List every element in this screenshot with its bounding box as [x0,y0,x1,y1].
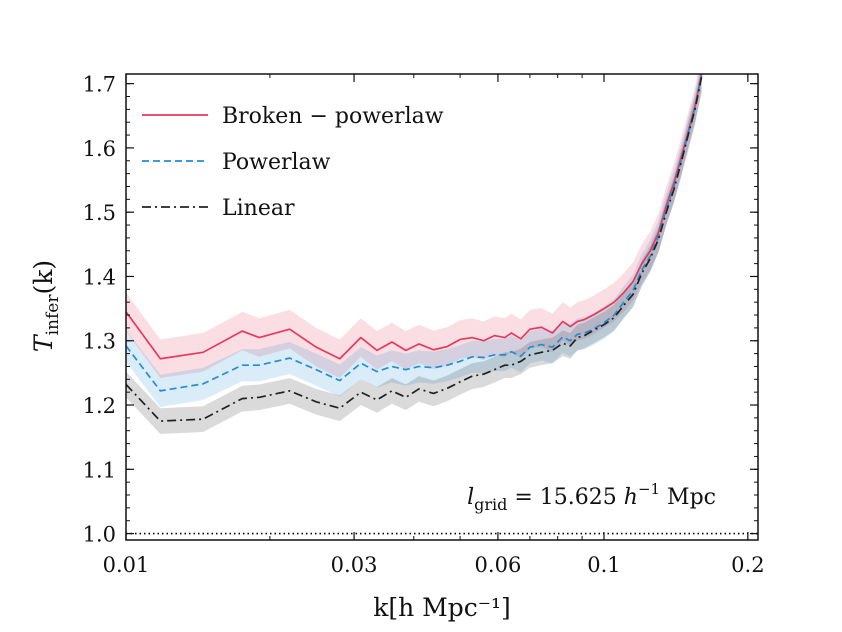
y-tick-label: 1.1 [83,458,116,482]
y-axis-label-tail: (k) [29,260,58,295]
legend-label-powerlaw: Powerlaw [222,150,331,175]
x-tick-label: 0.01 [103,553,150,577]
grid-annotation: lgrid = 15.625 h−1 Mpc [467,480,716,514]
y-axis-label-main: T [29,333,58,352]
band-linear [126,74,702,434]
y-tick-label: 1.3 [83,330,116,354]
annotation-unit: Mpc [660,485,716,510]
x-tick-label: 0.03 [331,553,378,577]
y-axis-label-sub: infer [43,294,63,336]
legend-label-linear: Linear [222,196,295,221]
annotation-eq: = 15.625 [507,485,623,510]
series-line-linear [126,77,703,422]
legend: Broken − powerlaw Powerlaw Linear [142,104,444,221]
y-axis-label: Tinfer(k) [29,260,63,352]
x-tick-label: 0.06 [475,553,522,577]
band-broken-powerlaw [126,74,702,379]
band-powerlaw [126,74,702,407]
y-tick-label: 1.5 [83,201,116,225]
confidence-bands [126,74,702,434]
x-axis-label: k[h Mpc⁻¹] [373,593,511,622]
y-tick-label: 1.0 [83,523,116,547]
plot-background [126,74,758,540]
y-tick-label: 1.4 [83,265,116,289]
y-tick-label: 1.7 [83,73,116,97]
series-lines [126,74,703,422]
y-tick-label: 1.2 [83,394,116,418]
plot-frame [125,73,759,541]
x-tick-label: 0.2 [731,553,764,577]
annotation-h: h [624,485,638,510]
series-line-powerlaw [126,75,703,392]
x-tick-label: 0.1 [587,553,620,577]
series-line-broken-powerlaw [126,74,703,360]
legend-label-broken-powerlaw: Broken − powerlaw [222,104,444,129]
y-tick-label: 1.6 [83,137,116,161]
annotation-l: l [467,485,474,510]
annotation-sup: −1 [638,480,660,498]
axis-ticks: 0.01 0.03 0.06 0.1 0.2 1.0 1.1 1.2 1.3 1.4 1.5 1.6 1… [83,73,765,577]
annotation-sub: grid [474,495,507,514]
